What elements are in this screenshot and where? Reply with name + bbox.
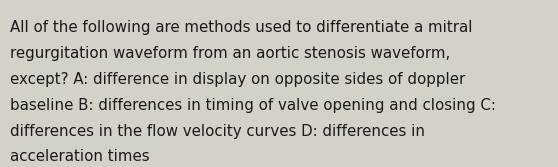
Text: except? A: difference in display on opposite sides of doppler: except? A: difference in display on oppo… <box>10 72 465 87</box>
Text: acceleration times: acceleration times <box>10 149 150 164</box>
Text: baseline B: differences in timing of valve opening and closing C:: baseline B: differences in timing of val… <box>10 98 496 113</box>
Text: differences in the flow velocity curves D: differences in: differences in the flow velocity curves … <box>10 124 425 139</box>
Text: regurgitation waveform from an aortic stenosis waveform,: regurgitation waveform from an aortic st… <box>10 46 450 61</box>
Text: All of the following are methods used to differentiate a mitral: All of the following are methods used to… <box>10 20 473 35</box>
